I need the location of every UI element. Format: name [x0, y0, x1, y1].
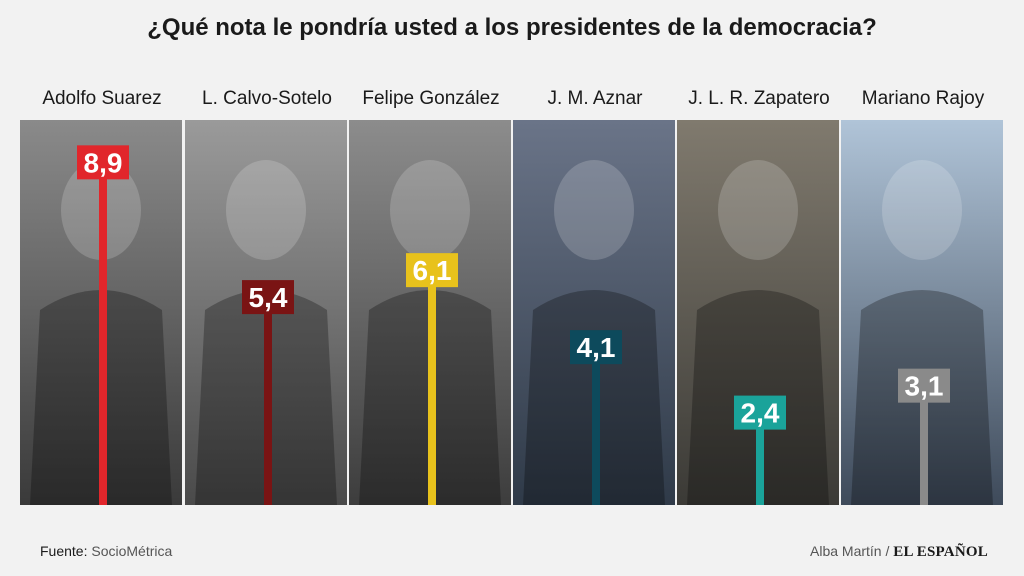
value-label-suarez: 8,9 [84, 147, 123, 178]
value-box-gonzalez [406, 253, 458, 288]
bar-zapatero [756, 412, 764, 505]
value-box-suarez [77, 145, 129, 180]
source-label: Fuente: [40, 543, 88, 559]
value-label-aznar: 4,1 [577, 332, 616, 363]
value-label-zapatero: 2,4 [741, 398, 780, 429]
credit-line: Alba Martín / EL ESPAÑOL [810, 543, 988, 561]
category-label-zapatero: J. L. R. Zapatero [688, 88, 830, 109]
publisher-logo: EL ESPAÑOL [893, 544, 988, 560]
category-label-aznar: J. M. Aznar [547, 88, 643, 109]
portrait-head-rajoy [882, 160, 962, 260]
value-box-calvo-sotelo [242, 280, 294, 315]
value-box-aznar [570, 330, 622, 365]
bar-gonzalez [428, 270, 436, 505]
bar-calvo-sotelo [264, 297, 272, 505]
portrait-head-aznar [554, 160, 634, 260]
category-label-rajoy: Mariano Rajoy [861, 88, 985, 109]
value-label-calvo-sotelo: 5,4 [249, 282, 288, 313]
value-box-zapatero [734, 395, 786, 430]
bar-suarez [99, 162, 107, 505]
chart-title: ¿Qué nota le pondría usted a los preside… [147, 14, 877, 41]
value-label-rajoy: 3,1 [905, 371, 944, 402]
portrait-head-calvo-sotelo [226, 160, 306, 260]
portrait-head-gonzalez [390, 160, 470, 260]
category-label-calvo-sotelo: L. Calvo-Sotelo [202, 88, 332, 109]
value-label-gonzalez: 6,1 [413, 255, 452, 286]
category-labels: Adolfo Suarez L. Calvo-Sotelo Felipe Gon… [0, 88, 1024, 114]
portrait-head-zapatero [718, 160, 798, 260]
bar-rajoy [920, 385, 928, 505]
category-label-suarez: Adolfo Suarez [42, 88, 162, 109]
category-label-gonzalez: Felipe González [362, 88, 500, 109]
source-value: SocioMétrica [91, 543, 173, 559]
author-credit: Alba Martín / [810, 543, 890, 559]
source-note: Fuente: SocioMétrica [40, 543, 172, 559]
value-box-rajoy [898, 368, 950, 403]
bar-aznar [592, 347, 600, 505]
